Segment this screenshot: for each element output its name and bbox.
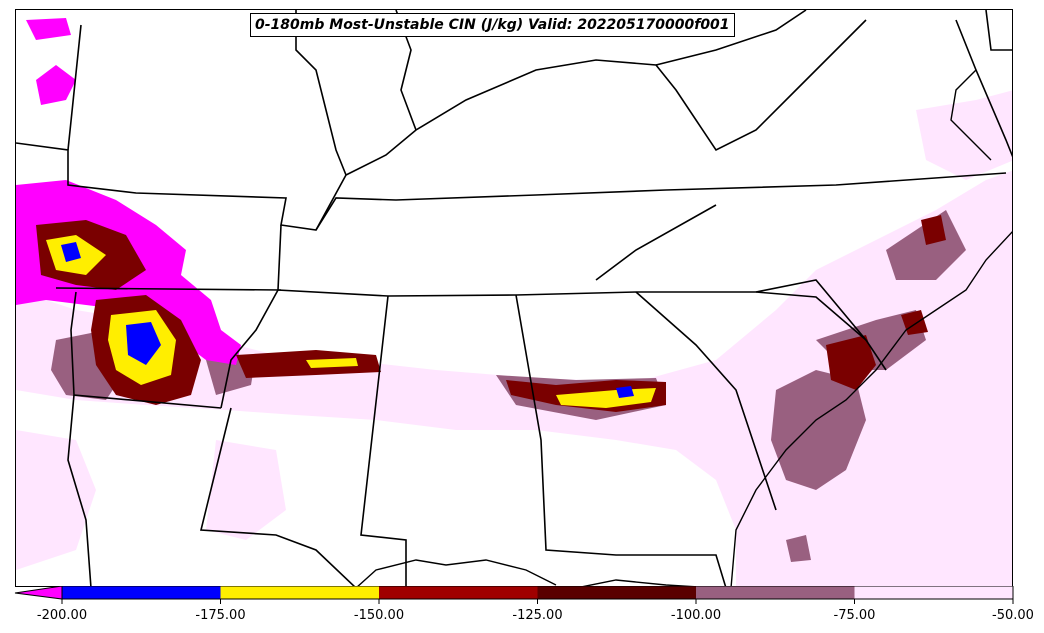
colorbar-tick-label: -125.00 bbox=[512, 608, 563, 623]
coastlines bbox=[357, 69, 1012, 586]
colorbar-tick-label: -75.00 bbox=[833, 608, 876, 623]
colorbar-segment bbox=[62, 586, 221, 599]
colorbar-segment bbox=[220, 586, 379, 599]
colorbar-tick-label: -200.00 bbox=[36, 608, 88, 623]
colorbar-segment bbox=[696, 586, 855, 599]
colorbar-segment bbox=[537, 586, 696, 599]
colorbar-tick-label: -100.00 bbox=[670, 608, 722, 623]
state-borders bbox=[16, 10, 1012, 586]
colorbar-segment bbox=[379, 586, 538, 599]
cin-blue-regions bbox=[61, 242, 634, 398]
colorbar-tick-label: -175.00 bbox=[195, 608, 246, 623]
map-svg bbox=[16, 10, 1012, 586]
map-frame bbox=[15, 9, 1013, 587]
colorbar-segment bbox=[854, 586, 1013, 599]
colorbar-tick-label: -50.00 bbox=[992, 608, 1034, 623]
map-title: 0-180mb Most-Unstable CIN (J/kg) Valid: … bbox=[250, 13, 735, 37]
colorbar bbox=[14, 586, 1014, 604]
colorbar-tick-label: -150.00 bbox=[353, 608, 405, 623]
cin-yellow-regions bbox=[46, 235, 656, 408]
colorbar-under-triangle bbox=[14, 586, 63, 600]
